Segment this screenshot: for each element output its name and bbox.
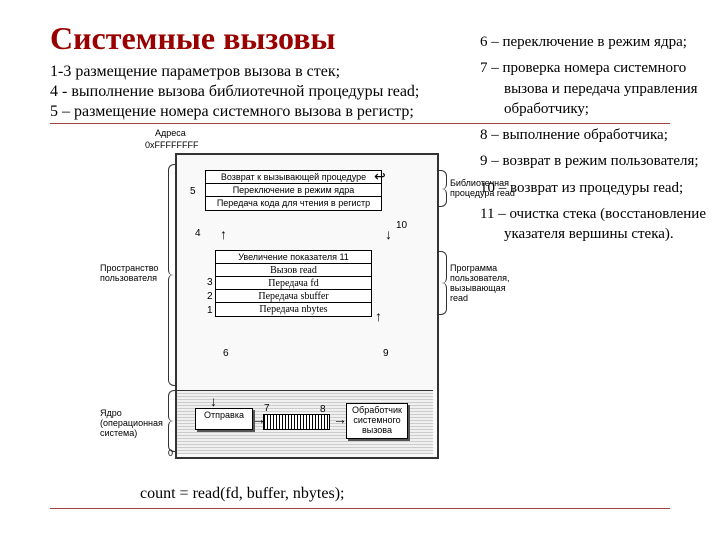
step-6-text: 6 – переключение в режим ядра; (504, 32, 715, 52)
arrow-7: → (252, 411, 266, 427)
step-3: 3 (207, 277, 213, 288)
step-10-text: 10 – возврат из процедуры read; (504, 178, 715, 198)
right-column: 6 – переключение в режим ядра; 7 – прове… (480, 32, 715, 250)
step-9-text: 9 – возврат в режим пользователя; (504, 151, 715, 171)
step-11-text: 11 – очистка стека (восстановление указа… (504, 204, 715, 245)
step-5: 5 (190, 186, 196, 197)
subtitle-block: 1-3 размещение параметров вызова в стек;… (50, 62, 419, 122)
zero-label: 0 (168, 448, 173, 458)
box-handler: Обработчик системного вызова (346, 403, 408, 439)
step-1: 1 (207, 305, 213, 316)
box-push-nbytes: Передача nbytes (215, 302, 372, 317)
label-lib: Библиотечная процедура read (450, 178, 522, 198)
step-4: 4 (195, 228, 201, 239)
arrow-10: ↓ (385, 226, 392, 242)
step-10: 10 (396, 220, 407, 231)
brace-prog (438, 251, 448, 315)
brace-lib (438, 170, 448, 207)
label-kernel: Ядро (операционная система) (100, 408, 170, 438)
step-8-text: 8 – выполнение обработчика; (504, 125, 715, 145)
subtitle-line-1: 1-3 размещение параметров вызова в стек; (50, 62, 419, 82)
arrow-4: ↑ (220, 226, 227, 242)
arrow-down9: ↑ (375, 308, 382, 324)
divider-bottom (50, 508, 670, 509)
subtitle-line-2: 4 - выполнение вызова библиотечной проце… (50, 82, 419, 102)
addr-label: Адреса (155, 128, 186, 138)
box-pass-code: Передача кода для чтения в регистр (205, 196, 382, 211)
arrow-down6: ↓ (210, 393, 217, 409)
label-userspace: Пространство пользователя (100, 263, 170, 283)
code-line: count = read(fd, buffer, nbytes); (140, 485, 344, 503)
step-9: 9 (383, 348, 389, 359)
subtitle-line-3: 5 – размещение номера системного вызова … (50, 102, 419, 122)
syscall-table-icon (263, 414, 330, 430)
step-8: 8 (320, 404, 326, 415)
label-prog: Программа пользователя, вызывающая read (450, 263, 522, 303)
step-7-text: 7 – проверка номера системного вызова и … (504, 58, 715, 119)
addr-top: 0xFFFFFFFF (145, 140, 199, 150)
syscall-diagram: Адреса 0xFFFFFFFF Возврат к вызывающей п… (50, 128, 450, 473)
arrow-ret: ↩ (374, 168, 386, 185)
page-title: Системные вызовы (50, 20, 336, 57)
box-dispatch: Отправка (195, 408, 253, 430)
arrow-8: → (333, 411, 347, 427)
step-2: 2 (207, 291, 213, 302)
step-6: 6 (223, 348, 229, 359)
